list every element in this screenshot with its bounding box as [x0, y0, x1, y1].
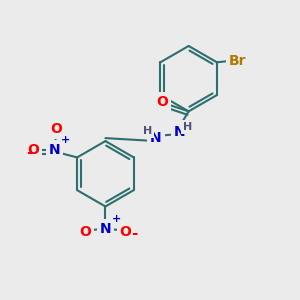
Text: N: N: [150, 131, 162, 145]
Text: N: N: [49, 143, 61, 157]
Text: -: -: [132, 226, 138, 241]
Text: O: O: [120, 225, 132, 239]
Text: +: +: [112, 214, 121, 224]
Text: N: N: [174, 125, 185, 139]
Text: -: -: [26, 145, 32, 160]
Text: H: H: [143, 126, 152, 136]
Text: O: O: [50, 122, 62, 136]
Text: O: O: [79, 225, 91, 239]
Text: O: O: [27, 143, 39, 157]
Text: Br: Br: [229, 54, 247, 68]
Text: N: N: [100, 222, 111, 236]
Text: +: +: [61, 136, 70, 146]
Text: O: O: [156, 95, 168, 109]
Text: H: H: [183, 122, 192, 132]
